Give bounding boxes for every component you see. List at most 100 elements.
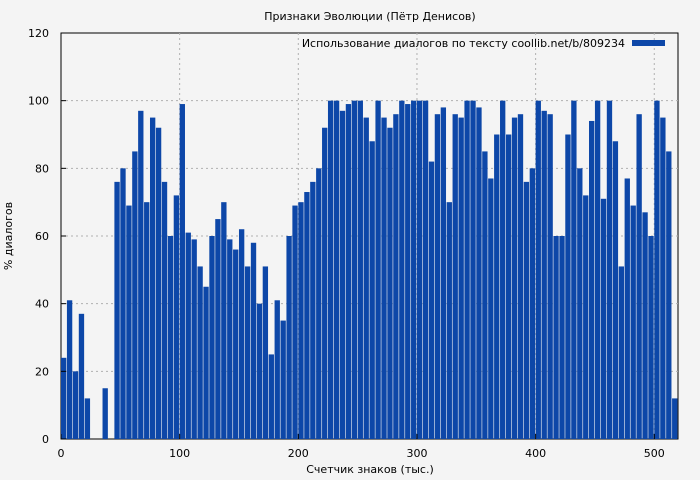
bar bbox=[274, 300, 280, 439]
bar bbox=[577, 168, 583, 440]
bar bbox=[149, 117, 156, 439]
bar bbox=[618, 266, 625, 439]
bar bbox=[61, 357, 67, 439]
bar bbox=[132, 151, 138, 439]
bar bbox=[173, 195, 180, 439]
bar bbox=[357, 100, 363, 440]
bar bbox=[494, 134, 500, 439]
bar bbox=[488, 178, 494, 439]
chart-title: Признаки Эволюции (Пётр Денисов) bbox=[264, 10, 475, 23]
bar bbox=[179, 104, 185, 440]
x-tick-label: 100 bbox=[169, 447, 190, 460]
bar bbox=[310, 181, 316, 439]
bar bbox=[375, 100, 381, 440]
bar bbox=[238, 229, 245, 439]
y-tick-label: 0 bbox=[42, 433, 49, 446]
bar bbox=[256, 303, 263, 439]
y-tick-label: 120 bbox=[28, 27, 49, 40]
bar bbox=[672, 398, 678, 439]
bar bbox=[559, 236, 565, 439]
bar bbox=[197, 266, 203, 439]
bar bbox=[78, 313, 85, 439]
bar bbox=[446, 202, 452, 439]
legend: Использование диалогов по тексту coollib… bbox=[302, 37, 665, 50]
bar bbox=[600, 198, 607, 439]
bar bbox=[428, 161, 435, 440]
bar bbox=[215, 219, 221, 439]
bar bbox=[268, 354, 274, 439]
bars bbox=[61, 100, 678, 440]
bar bbox=[505, 134, 512, 439]
y-tick-label: 40 bbox=[35, 298, 49, 311]
bar bbox=[114, 181, 120, 439]
y-axis-label: % диалогов bbox=[2, 202, 15, 270]
bar bbox=[482, 151, 488, 439]
bar bbox=[547, 114, 553, 439]
bar bbox=[280, 320, 286, 439]
bar bbox=[411, 100, 417, 440]
bar bbox=[565, 134, 571, 439]
bar bbox=[138, 110, 144, 440]
x-tick-label: 0 bbox=[58, 447, 65, 460]
bar bbox=[458, 117, 464, 439]
x-tick-label: 400 bbox=[525, 447, 546, 460]
bar bbox=[292, 205, 298, 439]
bar bbox=[612, 141, 619, 439]
y-tick-label: 100 bbox=[28, 95, 49, 108]
x-tick-label: 300 bbox=[406, 447, 427, 460]
bar bbox=[589, 120, 595, 439]
bar bbox=[203, 286, 209, 439]
bar bbox=[405, 104, 411, 440]
bar bbox=[351, 100, 358, 440]
axes: 0 20 40 60 80 100 120 0 100 200 300 400 500 bbox=[28, 27, 665, 460]
bar bbox=[233, 249, 239, 439]
bar bbox=[666, 151, 672, 439]
bar bbox=[571, 100, 577, 440]
bar bbox=[244, 266, 251, 439]
bar bbox=[339, 110, 346, 440]
bar bbox=[642, 212, 648, 439]
y-tick-label: 60 bbox=[35, 230, 49, 243]
bar bbox=[185, 232, 191, 439]
bar bbox=[120, 168, 126, 440]
bar bbox=[369, 141, 375, 439]
bar bbox=[387, 127, 393, 439]
bar bbox=[262, 266, 269, 439]
bar bbox=[422, 100, 429, 440]
bar bbox=[452, 114, 458, 439]
bar bbox=[636, 114, 642, 439]
bar bbox=[594, 100, 601, 440]
bar bbox=[470, 100, 476, 440]
bar bbox=[624, 178, 630, 439]
bar bbox=[583, 195, 589, 439]
bar bbox=[553, 236, 559, 439]
bar bbox=[541, 110, 547, 440]
x-axis-label: Счетчик знаков (тыс.) bbox=[306, 463, 434, 476]
bar bbox=[144, 202, 150, 439]
bar bbox=[535, 100, 541, 440]
bar bbox=[209, 236, 215, 439]
bar bbox=[511, 117, 518, 439]
bar bbox=[191, 239, 197, 439]
x-tick-label: 200 bbox=[288, 447, 309, 460]
bar bbox=[399, 100, 405, 440]
bar bbox=[500, 100, 506, 440]
bar bbox=[102, 388, 108, 439]
bar bbox=[476, 107, 482, 439]
bar bbox=[316, 168, 322, 440]
x-tick-label: 500 bbox=[644, 447, 665, 460]
bar bbox=[529, 168, 536, 440]
bar bbox=[381, 117, 387, 439]
bar bbox=[227, 239, 233, 439]
bar bbox=[327, 100, 334, 440]
bar bbox=[286, 236, 292, 439]
bar bbox=[322, 127, 328, 439]
bar bbox=[517, 114, 524, 439]
bar bbox=[440, 107, 447, 439]
bar bbox=[333, 100, 340, 440]
bar bbox=[648, 236, 654, 439]
bar bbox=[606, 100, 613, 440]
bar bbox=[345, 104, 352, 440]
